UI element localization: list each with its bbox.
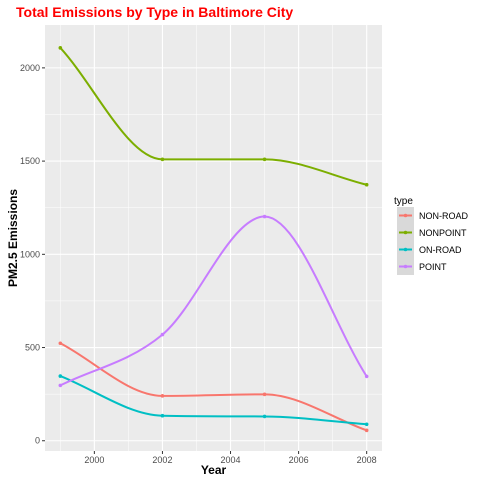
legend-swatch-point-non-road [403, 213, 408, 218]
y-tick-label: 1000 [20, 249, 40, 259]
x-axis-ticks: 2000 2002 2004 2006 2008 [84, 451, 377, 465]
legend-label-point: POINT [419, 262, 447, 272]
data-point-point [262, 214, 267, 219]
y-tick-label: 1500 [20, 156, 40, 166]
series-line-on-road [59, 375, 368, 426]
y-tick-label: 2000 [20, 63, 40, 73]
data-point-non-road [364, 428, 369, 433]
plot-panel [45, 25, 382, 451]
legend-label-non-road: NON-ROAD [419, 211, 468, 221]
data-point-nonpoint [364, 182, 369, 187]
chart-title: Total Emissions by Type in Baltimore Cit… [16, 4, 293, 20]
x-axis-title: Year [201, 463, 227, 477]
legend-label-nonpoint: NONPOINT [419, 228, 467, 238]
grid-major [45, 25, 382, 451]
legend-swatch-point-on-road [403, 247, 408, 252]
legend-swatch-point-nonpoint [403, 230, 408, 235]
x-tick-label: 2000 [84, 455, 104, 465]
data-point-on-road [160, 413, 165, 418]
data-point-on-road [262, 414, 267, 419]
data-point-nonpoint [262, 157, 267, 162]
data-point-nonpoint [58, 46, 63, 50]
data-point-non-road [58, 341, 63, 346]
data-point-nonpoint [160, 157, 165, 162]
x-tick-label: 2002 [152, 455, 172, 465]
x-tick-label: 2004 [221, 455, 241, 465]
y-axis-title: PM2.5 Emissions [6, 189, 20, 287]
data-point-on-road [364, 422, 369, 427]
legend: type NON-ROAD NONPOINT ON-ROAD POINT [394, 196, 468, 275]
x-tick-label: 2006 [289, 455, 309, 465]
legend-items: NON-ROAD NONPOINT ON-ROAD POINT [397, 207, 468, 275]
legend-label-on-road: ON-ROAD [419, 245, 462, 255]
series-line-point [59, 215, 368, 387]
series-line-nonpoint [59, 46, 368, 186]
y-tick-label: 0 [35, 436, 40, 446]
data-point-non-road [262, 392, 267, 397]
y-tick-label: 500 [25, 343, 40, 353]
legend-title: type [394, 196, 413, 207]
data-point-non-road [160, 394, 165, 398]
legend-swatch-point-point [403, 264, 408, 269]
data-point-point [58, 383, 63, 388]
y-axis-ticks: 0 500 1000 1500 2000 [20, 63, 45, 446]
data-point-point [160, 332, 165, 337]
series-lines [58, 46, 369, 433]
data-point-point [364, 374, 369, 379]
grid-minor [45, 25, 382, 451]
x-tick-label: 2008 [357, 455, 377, 465]
data-point-on-road [58, 374, 63, 378]
series-line-non-road [59, 342, 368, 432]
